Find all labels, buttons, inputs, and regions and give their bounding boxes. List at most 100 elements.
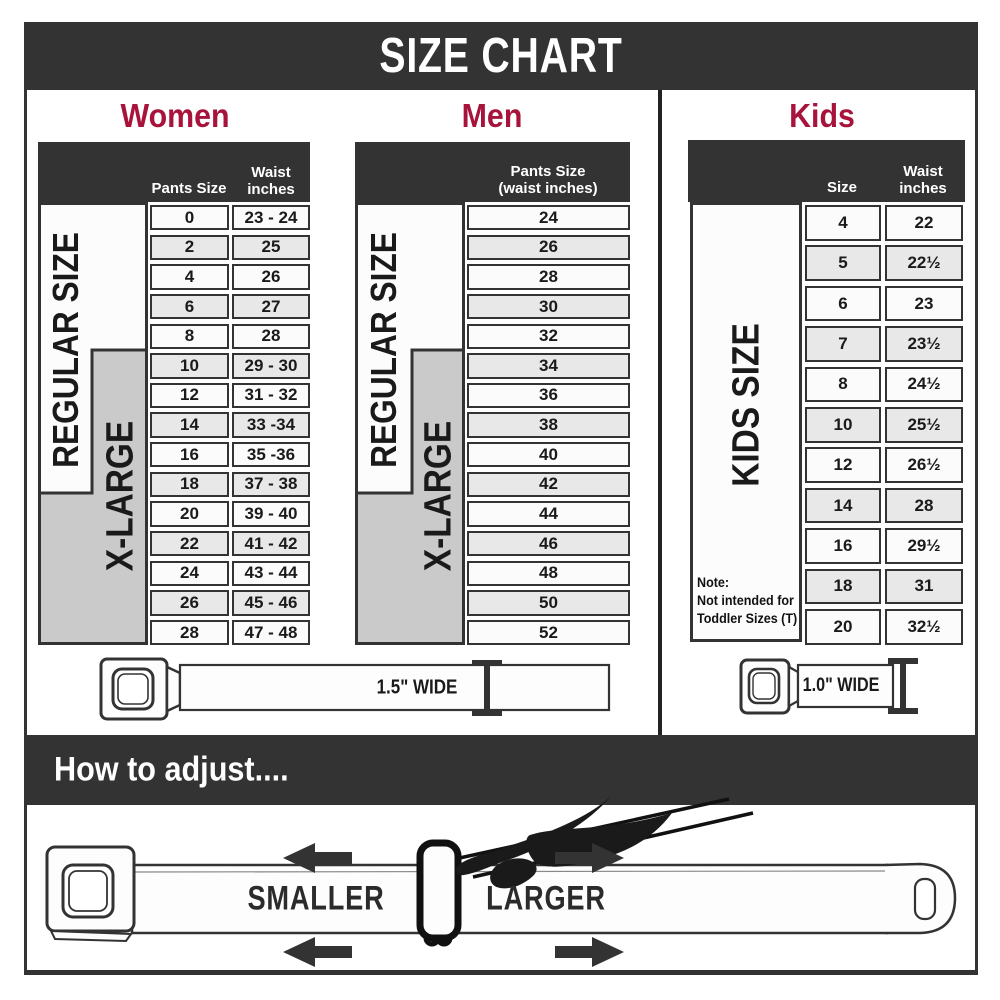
table-cell: 24½ xyxy=(885,366,963,403)
table-cell: 22 xyxy=(150,531,229,557)
table-cell: 26 xyxy=(232,264,310,290)
table-cell: 23 xyxy=(885,285,963,322)
table-cell: 10 xyxy=(805,406,881,443)
women-waist-header-line1: Waist xyxy=(251,164,291,181)
table-cell: 43 - 44 xyxy=(232,560,310,586)
kids-size-range-graphic xyxy=(690,202,802,642)
table-cell: 45 - 46 xyxy=(232,590,310,616)
kids-note-line3: Toddler Sizes (T) xyxy=(697,611,798,626)
table-cell: 46 xyxy=(467,531,630,557)
table-cell: 28 xyxy=(467,264,630,290)
table-cell: 41 - 42 xyxy=(232,531,310,557)
women-waist-header-line2: inches xyxy=(247,181,295,198)
women-regular-size-label: REGULAR SIZE xyxy=(45,232,86,468)
title-banner: SIZE CHART xyxy=(24,22,978,90)
men-table-header: Pants Size (waist inches) xyxy=(355,142,630,202)
kids-note-line2: Not intended for xyxy=(697,593,794,608)
table-cell: 44 xyxy=(467,501,630,527)
table-cell: 4 xyxy=(805,205,881,241)
table-cell: 42 xyxy=(467,471,630,498)
table-cell: 40 xyxy=(467,442,630,468)
table-cell: 50 xyxy=(467,590,630,616)
table-cell: 28 xyxy=(232,323,310,349)
men-size-range-graphic xyxy=(355,202,465,645)
table-cell: 32 xyxy=(467,323,630,349)
table-cell: 24 xyxy=(467,205,630,231)
kids-belt-width-label: 1.0" WIDE xyxy=(802,675,880,696)
table-cell: 10 xyxy=(150,353,229,379)
belt-buckle-graphic xyxy=(739,658,800,715)
table-cell: 30 xyxy=(467,293,630,320)
table-cell: 28 xyxy=(150,619,229,646)
table-cell: 32½ xyxy=(885,608,963,645)
arrow-right-icon xyxy=(555,843,624,873)
table-cell: 16 xyxy=(150,442,229,468)
table-cell: 25½ xyxy=(885,406,963,443)
table-cell: 48 xyxy=(467,560,630,586)
belt-buckle-graphic xyxy=(99,657,182,721)
women-waist-header: Waist inches xyxy=(231,164,311,198)
table-cell: 28 xyxy=(885,487,963,524)
table-cell: 34 xyxy=(467,353,630,379)
larger-label: LARGER xyxy=(486,879,606,918)
belt-strap-graphic xyxy=(178,663,611,712)
belt-strap-graphic xyxy=(796,663,895,709)
table-cell: 23 - 24 xyxy=(232,205,310,231)
width-measure-icon xyxy=(472,660,502,716)
kids-section-title: Kids xyxy=(789,97,855,134)
section-divider xyxy=(658,90,662,735)
women-section-title: Women xyxy=(120,97,230,134)
kids-waist-header-line2: inches xyxy=(899,180,947,197)
how-to-adjust-band: How to adjust.... xyxy=(24,735,978,805)
kids-note: Note: Not intended for Toddler Sizes (T) xyxy=(697,574,798,628)
how-to-adjust-heading: How to adjust.... xyxy=(54,750,289,789)
table-cell: 12 xyxy=(805,447,881,483)
table-cell: 18 xyxy=(805,568,881,605)
table-cell: 6 xyxy=(805,285,881,322)
belt-tip-graphic xyxy=(884,862,957,935)
kids-size-label: KIDS SIZE xyxy=(725,323,768,487)
table-cell: 14 xyxy=(150,412,229,438)
kids-size-column: 4 5 6 7 8 10 12 14 16 18 20 xyxy=(805,205,881,645)
kids-belt-graphic xyxy=(739,658,918,715)
table-cell: 8 xyxy=(805,366,881,403)
arrow-left-icon xyxy=(283,937,352,967)
table-cell: 36 xyxy=(467,382,630,409)
kids-waist-column: 22 22½ 23 23½ 24½ 25½ 26½ 28 29½ 31 32½ xyxy=(885,205,963,645)
men-regular-size-label: REGULAR SIZE xyxy=(363,232,404,468)
table-cell: 52 xyxy=(467,619,630,646)
table-cell: 38 xyxy=(467,412,630,438)
belt-slider-graphic xyxy=(416,839,462,947)
men-pants-size-column: 24 26 28 30 32 34 36 38 40 42 44 46 48 50 52 xyxy=(467,205,630,646)
arrow-left-icon xyxy=(283,843,352,873)
kids-waist-header: Waist inches xyxy=(883,163,963,197)
kids-waist-header-line1: Waist xyxy=(903,163,943,180)
table-cell: 6 xyxy=(150,293,229,320)
page-title: SIZE CHART xyxy=(379,29,623,83)
women-pants-size-column: 0 2 4 6 8 10 12 14 16 18 20 22 24 26 28 xyxy=(150,205,229,646)
table-cell: 26 xyxy=(150,590,229,616)
table-cell: 33 -34 xyxy=(232,412,310,438)
table-cell: 5 xyxy=(805,245,881,281)
table-cell: 26½ xyxy=(885,447,963,483)
adult-belt-graphic xyxy=(99,657,611,721)
table-cell: 26 xyxy=(467,234,630,260)
men-header-line1: Pants Size xyxy=(510,163,586,180)
adult-belt-width-label: 1.5" WIDE xyxy=(376,676,458,699)
table-cell: 18 xyxy=(150,471,229,498)
table-cell: 39 - 40 xyxy=(232,501,310,527)
men-pants-size-header: Pants Size (waist inches) xyxy=(463,163,633,197)
adjustment-illustration xyxy=(45,795,957,967)
table-cell: 14 xyxy=(805,487,881,524)
belt-buckle-graphic xyxy=(45,845,136,943)
table-cell: 27 xyxy=(232,293,310,320)
table-cell: 20 xyxy=(805,608,881,645)
table-cell: 47 - 48 xyxy=(232,619,310,646)
table-cell: 4 xyxy=(150,264,229,290)
width-measure-icon xyxy=(888,658,918,714)
kids-size-header: Size xyxy=(826,179,857,196)
men-xlarge-label: X-LARGE xyxy=(417,420,460,572)
table-cell: 20 xyxy=(150,501,229,527)
table-cell: 35 -36 xyxy=(232,442,310,468)
